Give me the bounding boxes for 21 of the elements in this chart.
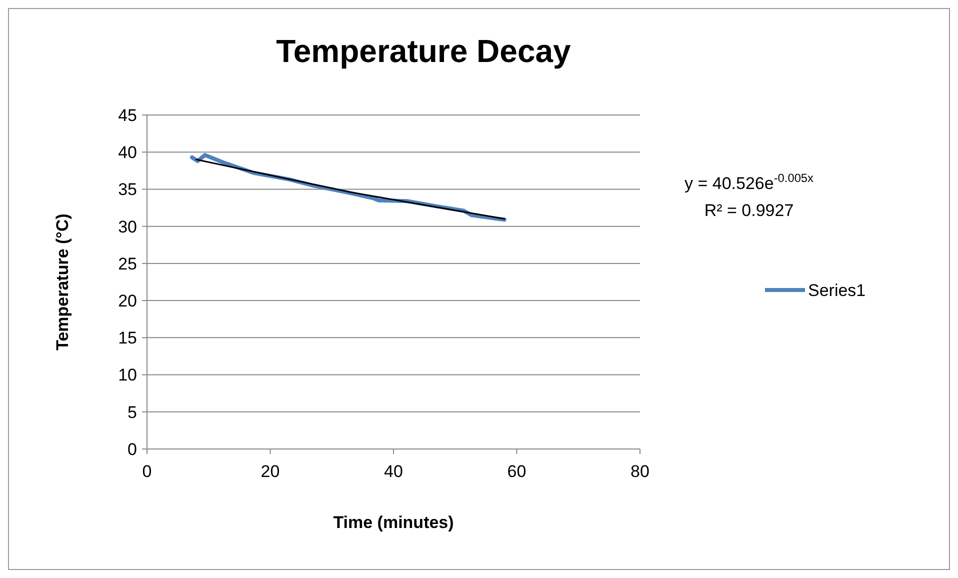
text: R² = 0.9927 — [704, 201, 794, 220]
y-tick-label: 5 — [128, 402, 137, 422]
y-tick-label: 45 — [118, 106, 137, 125]
x-tick-label: 20 — [260, 462, 280, 481]
chart-title: Temperature Decay — [276, 33, 572, 69]
legend-label: Series1 — [808, 280, 866, 300]
y-tick-label: 0 — [128, 440, 137, 459]
x-tick-label: 60 — [507, 462, 526, 481]
x-axis-title: Time (minutes) — [333, 513, 454, 532]
x-tick-label: 0 — [142, 462, 152, 481]
y-tick-label: 25 — [118, 254, 137, 274]
y-tick-label: 40 — [118, 143, 137, 162]
x-tick-label: 80 — [630, 462, 650, 481]
y-tick-label: 20 — [118, 292, 137, 311]
y-tick-label: 15 — [118, 328, 137, 348]
x-tick-label: 40 — [384, 462, 403, 481]
y-tick-label: 30 — [118, 217, 137, 236]
y-tick-label: 10 — [118, 366, 137, 385]
y-tick-label: 35 — [118, 180, 137, 200]
y-axis-title: Temperature (°C) — [53, 214, 72, 350]
text: y = 40.526e$^{-0.005x}$ — [684, 171, 814, 193]
